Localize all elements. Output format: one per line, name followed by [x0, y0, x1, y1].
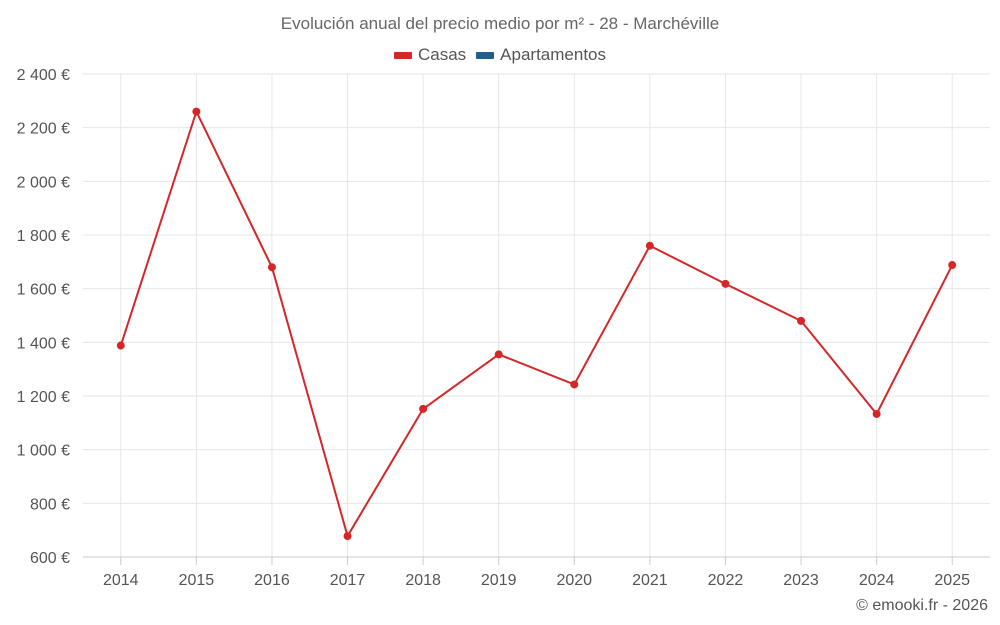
x-tick-label: 2017 — [330, 572, 366, 589]
x-tick-label: 2015 — [179, 572, 215, 589]
x-tick-label: 2016 — [254, 572, 290, 589]
y-tick-label: 2 200 € — [17, 121, 70, 138]
legend-item-apartamentos[interactable]: Apartamentos — [476, 45, 606, 65]
x-tick-label: 2018 — [405, 572, 441, 589]
y-tick-label: 2 000 € — [17, 174, 70, 191]
legend-label-casas: Casas — [417, 45, 467, 64]
data-point-casas-2017[interactable] — [343, 532, 352, 541]
data-point-casas-2023[interactable] — [797, 316, 806, 325]
credit: © emooki.fr - 2026 — [856, 597, 988, 614]
legend-item-casas[interactable]: Casas — [393, 45, 467, 65]
data-point-casas-2015[interactable] — [192, 107, 201, 116]
x-tick-label: 2019 — [481, 572, 517, 589]
y-tick-label: 1 000 € — [17, 443, 70, 460]
y-tick-label: 1 800 € — [17, 228, 70, 245]
data-point-casas-2019[interactable] — [494, 350, 503, 359]
data-point-casas-2018[interactable] — [419, 404, 428, 413]
x-tick-label: 2021 — [632, 572, 668, 589]
data-point-casas-2016[interactable] — [267, 263, 276, 272]
legend-swatch-casas — [393, 51, 412, 59]
x-tick-label: 2025 — [934, 572, 970, 589]
y-tick-label: 1 400 € — [17, 335, 70, 352]
legend-label-apartamentos: Apartamentos — [500, 45, 607, 64]
y-tick-label: 2 400 € — [17, 67, 70, 84]
x-tick-label: 2014 — [103, 572, 139, 589]
data-point-casas-2022[interactable] — [721, 279, 730, 288]
y-tick-label: 1 200 € — [17, 389, 70, 406]
x-tick-label: 2023 — [783, 572, 819, 589]
legend: Casas Apartamentos — [0, 45, 1000, 65]
x-tick-label: 2022 — [708, 572, 744, 589]
data-point-casas-2014[interactable] — [116, 341, 125, 350]
x-tick-label: 2020 — [556, 572, 592, 589]
y-tick-label: 600 € — [30, 550, 70, 567]
y-tick-label: 1 600 € — [17, 282, 70, 299]
series-line-casas — [119, 110, 954, 538]
data-point-casas-2025[interactable] — [948, 261, 957, 270]
data-point-casas-2021[interactable] — [645, 241, 654, 250]
data-point-casas-2024[interactable] — [872, 409, 881, 418]
x-tick-label: 2024 — [859, 572, 895, 589]
legend-swatch-apartamentos — [476, 51, 495, 59]
y-tick-label: 800 € — [30, 496, 70, 513]
data-point-casas-2020[interactable] — [570, 380, 579, 389]
chart-title: Evolución anual del precio medio por m² … — [280, 14, 720, 33]
